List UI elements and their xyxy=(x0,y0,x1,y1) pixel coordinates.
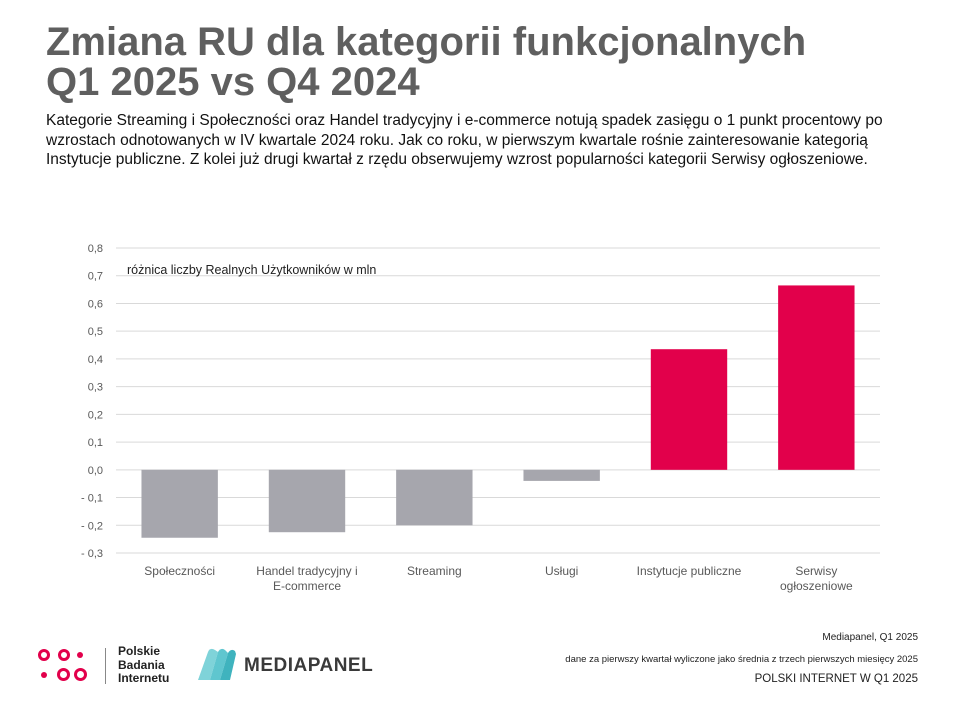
data-note: dane za pierwszy kwartał wyliczone jako … xyxy=(565,654,918,665)
y-tick-label: 0,0 xyxy=(88,465,103,477)
bar xyxy=(268,469,346,533)
chart-y-axis-labels: 0,8 0,7 0,6 0,5 0,4 0,3 0,2 0,1 0,0 - 0,1 - 0,2 - 0… xyxy=(81,243,103,560)
mediapanel-logo: MEDIAPANEL xyxy=(196,646,373,684)
pbi-line-1: Polskie xyxy=(118,644,161,658)
bar xyxy=(396,469,473,526)
y-tick-label: 0,4 xyxy=(88,354,103,366)
y-tick-label: - 0,3 xyxy=(81,548,103,560)
y-tick-label: 0,8 xyxy=(88,243,103,255)
report-name: POLSKI INTERNET W Q1 2025 xyxy=(754,673,918,685)
y-tick-label: 0,5 xyxy=(88,326,103,338)
bar-chart: 0,8 0,7 0,6 0,5 0,4 0,3 0,2 0,1 0,0 - 0,1 - 0,2 - 0… xyxy=(81,243,880,593)
y-tick-label: - 0,2 xyxy=(81,520,103,532)
polskie-badania-internetu-logo: Polskie Badania Internetu xyxy=(38,644,198,686)
y-tick-label: 0,6 xyxy=(88,298,103,310)
x-category-label: Usługi xyxy=(545,564,578,578)
pbi-logo-text: Polskie Badania Internetu xyxy=(118,644,170,686)
pbi-dots-icon xyxy=(38,646,98,686)
title-line-2: Q1 2025 vs Q4 2024 xyxy=(46,60,420,104)
page-subtitle: Kategorie Streaming i Społeczności oraz … xyxy=(46,112,883,168)
mediapanel-wordmark: MEDIAPANEL xyxy=(244,655,374,676)
chart-gridlines xyxy=(116,247,880,554)
chart-bars xyxy=(141,285,855,538)
y-tick-label: 0,2 xyxy=(88,409,103,421)
pbi-line-2: Badania xyxy=(118,657,165,672)
source-line: Mediapanel, Q1 2025 xyxy=(822,632,918,643)
chart-annotation: różnica liczby Realnych Użytkowników w m… xyxy=(127,263,376,277)
y-tick-label: 0,1 xyxy=(88,437,103,449)
pbi-line-3: Internetu xyxy=(118,671,170,685)
chart-category-labels: Społeczności Handel tradycyjny i E-commerc… xyxy=(144,564,853,593)
logo-divider xyxy=(105,648,106,684)
title-line-1: Zmiana RU dla kategorii funkcjonalnych xyxy=(46,20,807,64)
bar xyxy=(141,469,218,538)
page-title: Zmiana RU dla kategorii funkcjonalnych Q… xyxy=(46,22,926,102)
x-category-label: Serwisy ogłoszeniowe xyxy=(780,564,853,593)
mediapanel-mark-icon xyxy=(198,648,236,680)
x-category-label: Instytucje publiczne xyxy=(637,564,742,578)
x-category-label: Społeczności xyxy=(144,564,215,578)
x-category-label: Streaming xyxy=(407,564,462,578)
bar xyxy=(778,285,855,470)
x-category-label: Handel tradycyjny i E-commerce xyxy=(256,564,357,593)
y-tick-label: - 0,1 xyxy=(81,493,103,505)
y-tick-label: 0,7 xyxy=(88,271,103,283)
bar xyxy=(650,349,728,470)
bar xyxy=(523,469,600,481)
y-tick-label: 0,3 xyxy=(88,382,103,394)
